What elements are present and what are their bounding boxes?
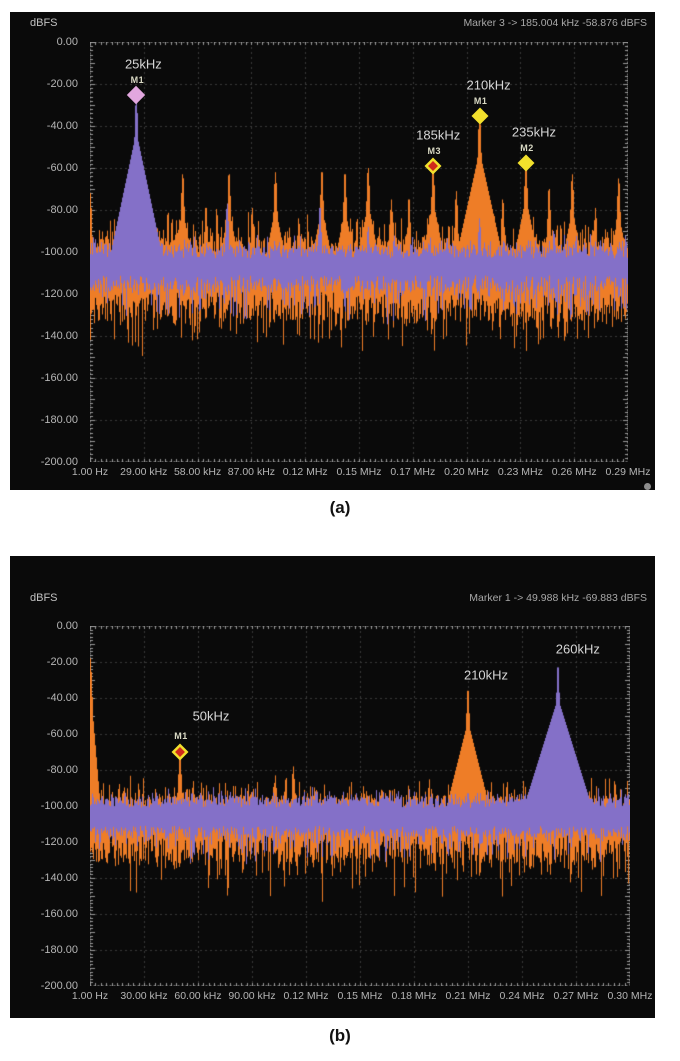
y-tick-label: -200.00: [40, 456, 78, 468]
x-tick-label: 0.15 MHz: [336, 466, 382, 478]
marker-readout: Marker 1 -> 49.988 kHz -69.883 dBFS: [469, 592, 647, 604]
spectrum-canvas: [90, 42, 628, 462]
y-tick-label: -100.00: [40, 246, 78, 258]
x-tick-label: 30.00 kHz: [120, 990, 168, 1002]
screen-artifact-dot: [644, 483, 651, 490]
marker-id-label: M1: [473, 95, 488, 106]
y-tick-label: -180.00: [40, 414, 78, 426]
y-tick-label: -40.00: [46, 692, 78, 704]
x-tick-label: 0.27 MHz: [553, 990, 599, 1002]
figure-caption-b: (b): [329, 1026, 351, 1045]
y-tick-label: -140.00: [40, 330, 78, 342]
spectrum-panel-b: dBFS Marker 1 -> 49.988 kHz -69.883 dBFS…: [10, 556, 655, 1018]
x-tick-label: 0.12 MHz: [282, 466, 328, 478]
y-tick-label: -160.00: [40, 372, 78, 384]
peak-annotation-label: 210kHz: [463, 667, 509, 683]
y-axis-unit-label: dBFS: [30, 592, 58, 604]
x-tick-label: 0.18 MHz: [391, 990, 437, 1002]
y-tick-label: -40.00: [46, 120, 78, 132]
marker-frequency-label: 25kHz: [124, 56, 162, 71]
x-tick-label: 0.12 MHz: [283, 990, 329, 1002]
marker-id-label: M1: [130, 74, 145, 85]
y-tick-label: -180.00: [40, 944, 78, 956]
y-tick-label: -120.00: [40, 836, 78, 848]
y-tick-label: -140.00: [40, 872, 78, 884]
marker-frequency-label: 235kHz: [511, 124, 556, 140]
x-tick-label: 0.15 MHz: [337, 990, 383, 1002]
y-tick-label: -120.00: [40, 288, 78, 300]
marker-frequency-label: 210kHz: [466, 77, 511, 92]
marker-frequency-label: 50kHz: [192, 708, 230, 724]
x-tick-label: 0.21 MHz: [445, 990, 491, 1002]
x-tick-label: 87.00 kHz: [227, 466, 276, 478]
x-tick-label: 0.26 MHz: [551, 466, 597, 478]
marker-frequency-label: 185kHz: [416, 127, 461, 143]
peak-annotation-label: 260kHz: [555, 641, 600, 657]
y-tick-label: -200.00: [40, 980, 78, 992]
figure-caption-a: (a): [329, 498, 351, 517]
y-axis-unit-label: dBFS: [30, 17, 58, 29]
panel-header: dBFS Marker 3 -> 185.004 kHz -58.876 dBF…: [30, 17, 647, 29]
x-tick-label: 29.00 kHz: [120, 466, 168, 478]
y-tick-label: -80.00: [46, 204, 78, 216]
y-tick-label: 0.00: [56, 620, 78, 632]
x-tick-label: 0.17 MHz: [390, 466, 436, 478]
x-tick-label: 0.20 MHz: [444, 466, 490, 478]
x-tick-label: 1.00 Hz: [71, 466, 109, 478]
y-tick-label: -20.00: [46, 78, 78, 90]
marker-id-label: M3: [427, 145, 441, 156]
x-tick-label: 60.00 kHz: [174, 990, 222, 1002]
x-tick-label: 0.29 MHz: [605, 466, 651, 478]
spectrum-panel-a: dBFS Marker 3 -> 185.004 kHz -58.876 dBF…: [10, 12, 655, 490]
marker-readout: Marker 3 -> 185.004 kHz -58.876 dBFS: [463, 17, 647, 29]
x-tick-label: 0.24 MHz: [499, 990, 545, 1002]
spectrum-canvas: [90, 626, 630, 986]
y-tick-label: 0.00: [56, 36, 78, 48]
y-tick-label: -80.00: [46, 764, 78, 776]
x-tick-label: 90.00 kHz: [228, 990, 276, 1002]
y-tick-label: -60.00: [46, 728, 78, 740]
y-tick-label: -60.00: [46, 162, 78, 174]
y-tick-label: -20.00: [46, 656, 78, 668]
x-tick-label: 58.00 kHz: [173, 466, 222, 478]
marker-id-label: M1: [174, 730, 188, 741]
marker-id-label: M2: [520, 142, 534, 153]
y-tick-label: -100.00: [40, 800, 78, 812]
y-tick-label: -160.00: [40, 908, 78, 920]
x-tick-label: 0.30 MHz: [607, 990, 653, 1002]
x-tick-label: 0.23 MHz: [497, 466, 543, 478]
x-tick-label: 1.00 Hz: [71, 990, 109, 1002]
panel-header: dBFS Marker 1 -> 49.988 kHz -69.883 dBFS: [30, 592, 647, 604]
